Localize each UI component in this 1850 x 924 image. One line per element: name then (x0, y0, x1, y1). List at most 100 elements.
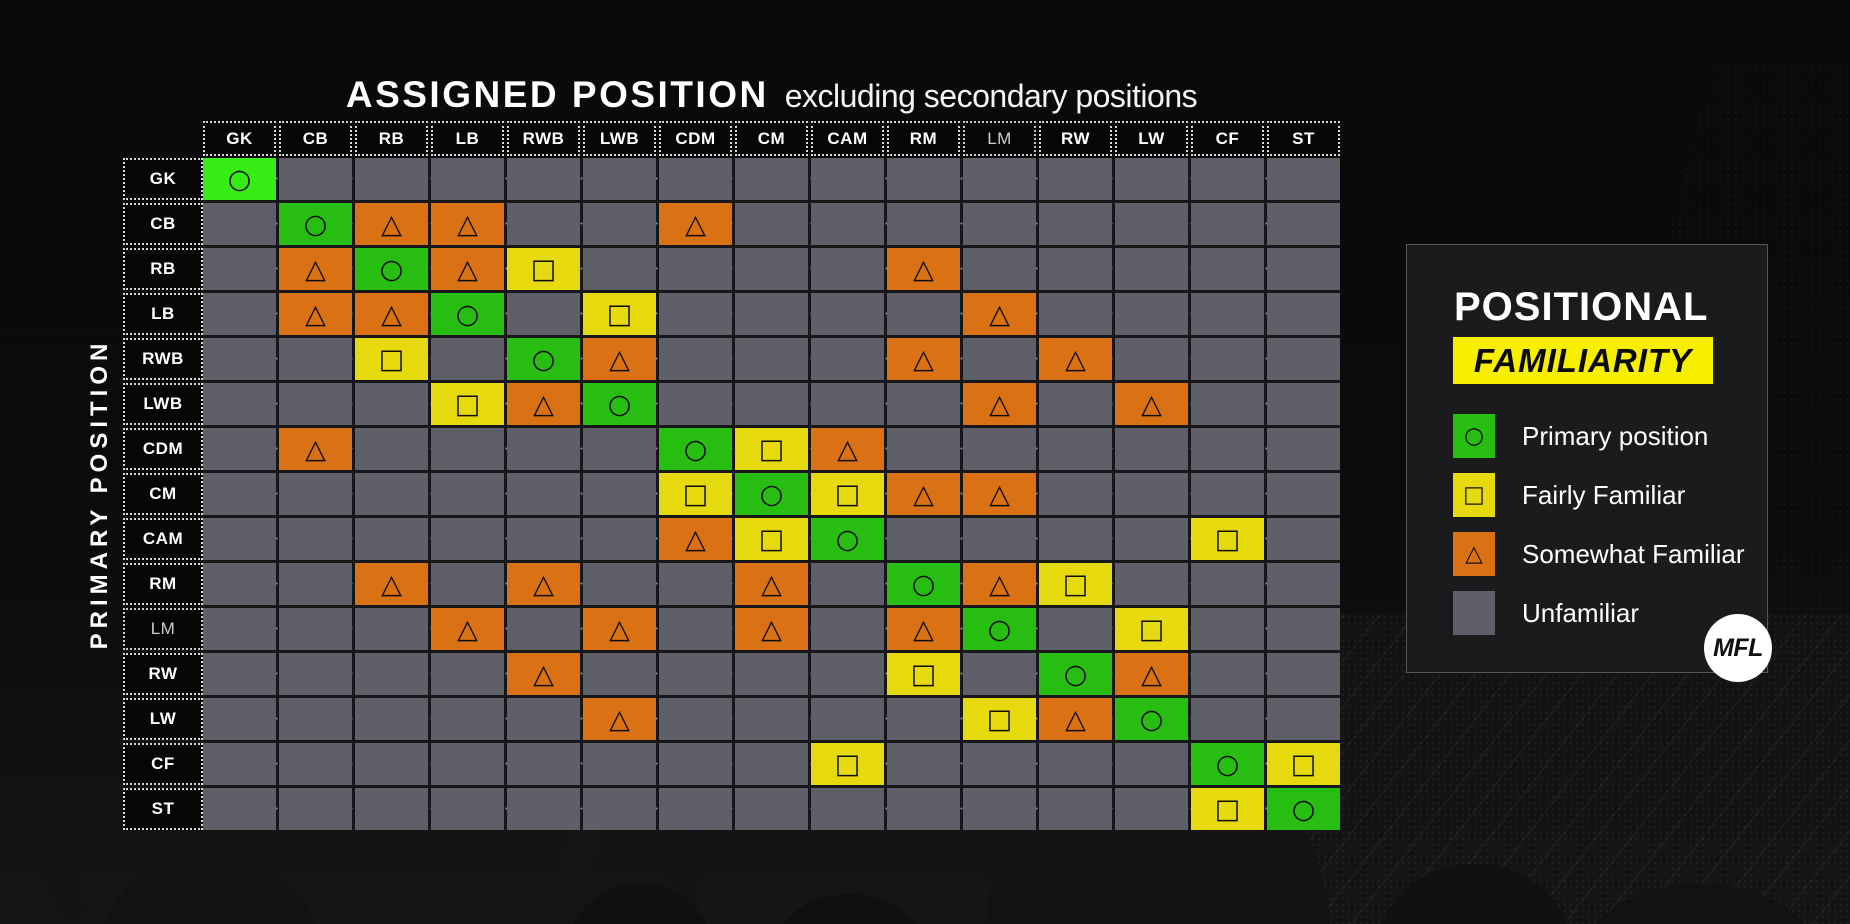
triangle-icon: △ (837, 433, 858, 465)
triangle-icon: △ (533, 388, 554, 420)
cell-LW-RB (355, 698, 428, 740)
triangle-icon: △ (457, 613, 478, 645)
cell-LWB-RWB: △ (507, 383, 580, 425)
cell-RWB-RB: □ (355, 338, 428, 380)
cell-CAM-RW (1039, 518, 1112, 560)
cell-GK-CF (1191, 158, 1264, 200)
cell-LB-GK (203, 293, 276, 335)
triangle-icon: △ (1465, 540, 1483, 567)
cell-LB-RB: △ (355, 293, 428, 335)
cell-RB-CB: △ (279, 248, 352, 290)
cell-LM-LB: △ (431, 608, 504, 650)
cell-LW-LM: □ (963, 698, 1036, 740)
triangle-icon: △ (913, 613, 934, 645)
cell-GK-LM (963, 158, 1036, 200)
cell-LB-LB: ○ (431, 293, 504, 335)
cell-RWB-RW: △ (1039, 338, 1112, 380)
circle-icon: ○ (607, 388, 632, 420)
cell-GK-CB (279, 158, 352, 200)
cell-ST-RB (355, 788, 428, 830)
circle-icon: ○ (1063, 658, 1088, 690)
cell-CDM-ST (1267, 428, 1340, 470)
cell-CAM-LWB (583, 518, 656, 560)
cell-LW-GK (203, 698, 276, 740)
cell-RW-LM (963, 653, 1036, 695)
cell-RM-CAM (811, 563, 884, 605)
col-header-cb: CB (279, 121, 352, 156)
triangle-icon: △ (1065, 343, 1086, 375)
cell-CB-ST (1267, 203, 1340, 245)
triangle-icon: △ (913, 343, 934, 375)
legend-label: Unfamiliar (1522, 597, 1640, 628)
cell-RW-RWB: △ (507, 653, 580, 695)
cell-CAM-ST (1267, 518, 1340, 560)
circle-icon: ○ (759, 478, 784, 510)
row-header-st: ST (123, 788, 203, 830)
cell-LM-RM: △ (887, 608, 960, 650)
cell-CF-CM (735, 743, 808, 785)
cell-RW-CF (1191, 653, 1264, 695)
cell-CM-RM: △ (887, 473, 960, 515)
cell-LB-CDM (659, 293, 732, 335)
triangle-icon: △ (913, 478, 934, 510)
col-header-rw: RW (1039, 121, 1112, 156)
cell-RB-CDM (659, 248, 732, 290)
cell-RM-GK (203, 563, 276, 605)
cell-CAM-LB (431, 518, 504, 560)
legend-label: Primary position (1522, 420, 1709, 451)
chart-title-main: ASSIGNED POSITION (345, 74, 769, 115)
cell-LW-LWB: △ (583, 698, 656, 740)
triangle-icon: △ (685, 208, 706, 240)
cell-CM-RW (1039, 473, 1112, 515)
cell-RB-RW (1039, 248, 1112, 290)
square-icon: □ (834, 748, 861, 780)
cell-RWB-LW (1115, 338, 1188, 380)
col-header-lb: LB (431, 121, 504, 156)
cell-RM-LW (1115, 563, 1188, 605)
cell-LW-CDM (659, 698, 732, 740)
cell-LWB-CM (735, 383, 808, 425)
cell-CM-CF (1191, 473, 1264, 515)
cell-LM-GK (203, 608, 276, 650)
cell-LM-CF (1191, 608, 1264, 650)
square-icon: □ (758, 433, 785, 465)
circle-icon: ○ (227, 163, 252, 195)
cell-CF-CAM: □ (811, 743, 884, 785)
cell-LW-CB (279, 698, 352, 740)
cell-GK-ST (1267, 158, 1340, 200)
cell-RM-RM: ○ (887, 563, 960, 605)
col-header-cdm: CDM (659, 121, 732, 156)
triangle-icon: △ (761, 568, 782, 600)
cell-CM-CM: ○ (735, 473, 808, 515)
cell-RWB-CB (279, 338, 352, 380)
col-header-cf: CF (1191, 121, 1264, 156)
row-header-lm: LM (123, 608, 203, 650)
circle-icon: ○ (1139, 703, 1164, 735)
cell-RW-LWB (583, 653, 656, 695)
triangle-icon: △ (533, 568, 554, 600)
triangle-icon: △ (305, 433, 326, 465)
cell-RW-RB (355, 653, 428, 695)
cell-RW-GK (203, 653, 276, 695)
legend-label: Somewhat Familiar (1522, 538, 1745, 569)
cell-RW-RW: ○ (1039, 653, 1112, 695)
cell-RWB-CDM (659, 338, 732, 380)
triangle-icon: △ (989, 298, 1010, 330)
cell-LB-RWB (507, 293, 580, 335)
cell-LW-LB (431, 698, 504, 740)
cell-RM-LWB (583, 563, 656, 605)
col-header-lm: LM (963, 121, 1036, 156)
cell-LW-RW: △ (1039, 698, 1112, 740)
cell-CAM-CM: □ (735, 518, 808, 560)
triangle-icon: △ (609, 613, 630, 645)
row-header-lb: LB (123, 293, 203, 335)
cell-CDM-RM (887, 428, 960, 470)
triangle-icon: △ (685, 523, 706, 555)
legend-item-s: △ Somewhat Familiar (1453, 532, 1767, 576)
cell-LW-CM (735, 698, 808, 740)
cell-RB-CM (735, 248, 808, 290)
cell-CF-GK (203, 743, 276, 785)
triangle-icon: △ (381, 298, 402, 330)
cell-LW-ST (1267, 698, 1340, 740)
